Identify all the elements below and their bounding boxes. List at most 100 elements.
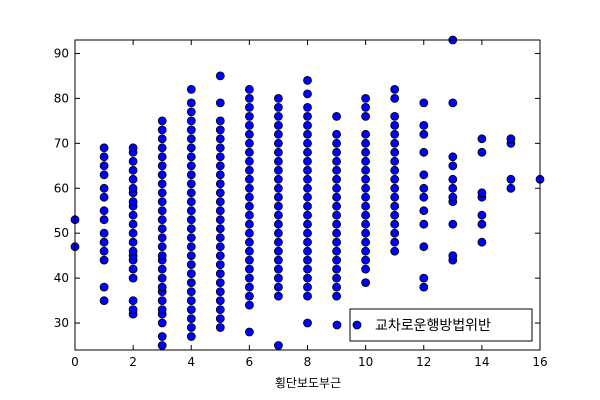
data-point xyxy=(448,183,458,193)
data-point xyxy=(419,219,429,229)
data-point xyxy=(419,121,429,130)
x-tick-label: 14 xyxy=(474,355,489,369)
data-point xyxy=(99,228,109,238)
data-point xyxy=(128,156,138,166)
data-point xyxy=(361,129,371,139)
data-point xyxy=(273,291,283,301)
data-point xyxy=(361,228,371,238)
data-point xyxy=(332,183,342,193)
data-point xyxy=(186,85,196,94)
y-tick-label: 60 xyxy=(54,181,69,195)
data-point xyxy=(99,237,109,247)
data-point xyxy=(390,147,400,157)
data-point xyxy=(157,305,167,315)
data-point xyxy=(303,129,312,139)
data-point xyxy=(186,188,196,198)
data-point xyxy=(186,296,196,306)
data-point xyxy=(99,282,109,292)
data-point xyxy=(244,112,254,121)
data-point xyxy=(215,260,225,270)
data-point xyxy=(128,237,138,247)
data-point xyxy=(477,188,487,198)
data-point xyxy=(215,305,225,315)
data-point xyxy=(244,273,254,283)
data-point xyxy=(99,183,109,193)
y-ticks: 30 40 50 60 70 80 90 xyxy=(54,46,540,330)
data-point xyxy=(99,170,109,180)
data-point xyxy=(303,138,312,148)
data-point xyxy=(477,219,487,229)
data-point xyxy=(390,219,400,229)
data-point xyxy=(244,300,254,310)
data-point xyxy=(361,147,371,157)
data-point xyxy=(448,192,458,202)
data-point xyxy=(303,112,312,121)
data-point xyxy=(448,98,458,108)
data-point xyxy=(419,242,429,252)
data-point xyxy=(128,165,138,175)
data-point xyxy=(273,255,283,265)
y-tick-label: 40 xyxy=(54,271,69,285)
data-point xyxy=(273,94,283,103)
data-point xyxy=(332,138,342,148)
data-point xyxy=(419,98,429,108)
data-point xyxy=(361,112,371,121)
x-tick-label: 10 xyxy=(358,355,373,369)
data-point xyxy=(244,282,254,292)
data-point xyxy=(128,246,138,256)
data-point xyxy=(390,165,400,175)
data-point xyxy=(186,242,196,252)
data-point xyxy=(215,224,225,234)
data-point xyxy=(303,165,312,175)
data-point xyxy=(157,242,167,252)
x-tick-label: 8 xyxy=(304,355,312,369)
data-point xyxy=(390,129,400,139)
data-point xyxy=(419,273,429,283)
data-point xyxy=(157,318,167,328)
data-point xyxy=(273,264,283,274)
data-point xyxy=(332,237,342,247)
data-point xyxy=(215,269,225,279)
data-point xyxy=(273,174,283,184)
data-point xyxy=(186,134,196,144)
data-point xyxy=(157,134,167,144)
data-point xyxy=(128,296,138,306)
data-point xyxy=(448,152,458,162)
data-point xyxy=(390,228,400,238)
data-point xyxy=(157,233,167,243)
data-point xyxy=(99,255,109,265)
data-point xyxy=(128,210,138,220)
data-point xyxy=(273,192,283,202)
data-point xyxy=(303,210,312,220)
data-point xyxy=(303,103,312,112)
data-point xyxy=(332,219,342,229)
data-point xyxy=(361,246,371,256)
x-axis-label: 횡단보도부근 xyxy=(275,376,341,390)
data-point xyxy=(186,125,196,135)
data-point xyxy=(419,129,429,139)
data-point xyxy=(273,103,283,112)
y-tick-label: 50 xyxy=(54,226,69,240)
data-point xyxy=(244,165,254,175)
data-point xyxy=(244,129,254,139)
data-point xyxy=(244,327,254,337)
data-point xyxy=(186,179,196,189)
data-point xyxy=(419,192,429,202)
data-point xyxy=(215,71,225,81)
data-point xyxy=(215,287,225,297)
data-point xyxy=(303,282,312,292)
data-point xyxy=(128,264,138,274)
data-point xyxy=(186,215,196,225)
data-point xyxy=(273,246,283,256)
data-point xyxy=(390,112,400,121)
data-point xyxy=(215,215,225,225)
data-point xyxy=(215,161,225,171)
data-point xyxy=(332,147,342,157)
data-point xyxy=(186,251,196,261)
data-point xyxy=(186,107,196,117)
x-tick-label: 0 xyxy=(71,355,79,369)
data-point xyxy=(157,143,167,153)
data-point xyxy=(157,341,167,350)
legend-label: 교차로운행방법위반 xyxy=(375,318,491,334)
data-point xyxy=(157,188,167,198)
